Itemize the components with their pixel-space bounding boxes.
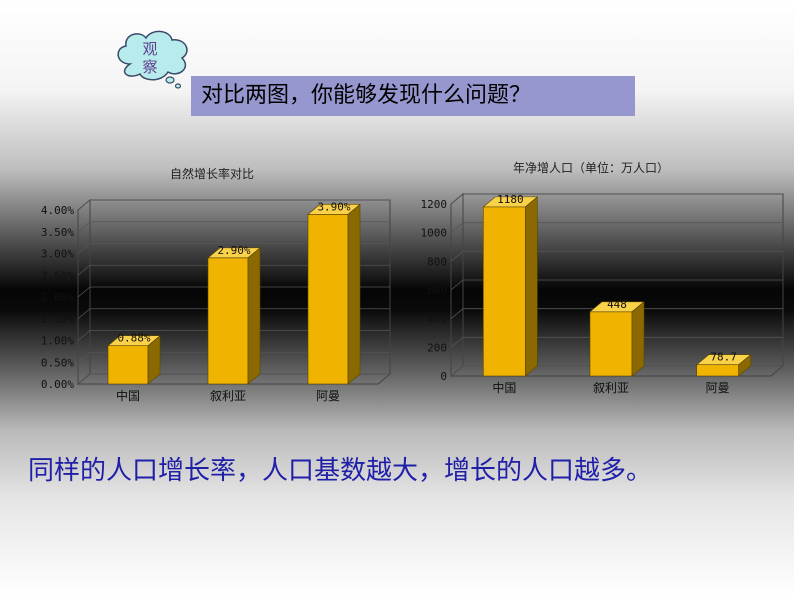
observe-label: 观 察 (128, 40, 172, 76)
gridline (77, 308, 390, 320)
y-tick-label: 600 (427, 284, 447, 297)
bar-side (247, 247, 261, 385)
question-banner: 对比两图，你能够发现什么问题？ (191, 76, 635, 116)
y-tick-label: 400 (427, 313, 447, 326)
gridline (450, 250, 783, 262)
gridline (77, 351, 390, 363)
gridline (77, 330, 390, 341)
bar-front (483, 206, 526, 377)
bar-side (631, 301, 645, 377)
x-category-label: 叙利亚 (593, 381, 629, 395)
gridline (450, 336, 783, 348)
bar-value-label: 2.90% (217, 244, 250, 257)
observe-char-2: 察 (142, 58, 158, 76)
bar-side (525, 196, 538, 377)
gridline (77, 373, 390, 385)
bar-value-label: 3.90% (317, 200, 350, 213)
gridline (450, 308, 783, 319)
bar-front (107, 345, 149, 385)
bar-value-label: 78.7 (710, 351, 737, 364)
gridline (77, 243, 390, 254)
gridline (450, 365, 783, 377)
y-tick-label: 800 (427, 255, 447, 268)
growth-rate-chart-svg: 0.00% 0.50% 1.00% 1.50% 2.00% 2.50% 3.00% 3.50%… (41, 166, 392, 403)
y-tick-label: 0.00% (41, 378, 74, 391)
thought-cloud-icon (117, 30, 188, 89)
y-tick-label: 3.00% (41, 248, 74, 261)
bar-side (738, 354, 751, 377)
x-category-label: 中国 (116, 388, 140, 403)
bar-front (207, 257, 249, 385)
conclusion-text: 同样的人口增长率，人口基数越大，增长的人口越多。 (28, 456, 653, 486)
x-category-label: 阿曼 (316, 389, 340, 403)
x-category-label: 中国 (492, 380, 516, 395)
y-tick-label: 0 (440, 370, 447, 383)
bar-front (307, 214, 349, 385)
gridline (450, 193, 783, 205)
gridline (450, 279, 783, 291)
net-increase-chart-svg: 0 200 400 600 800 1000 1200 年净增人口（单位：万人口） 1180 中国… (421, 160, 785, 395)
x-category-label: 阿曼 (706, 381, 730, 395)
bar-side (347, 203, 361, 385)
gridline (450, 222, 783, 233)
bar-side (147, 335, 161, 385)
gridline (77, 286, 390, 298)
net-increase-chart: 0 200 400 600 800 1000 1200 年净增人口（单位：万人口） 1180 中国… (405, 150, 794, 410)
bar-value-label: 1180 (497, 193, 524, 206)
y-tick-label: 1.50% (41, 313, 74, 326)
y-tick-label: 1.00% (41, 335, 74, 348)
y-tick-label: 1200 (421, 198, 448, 211)
growth-rate-chart: 0.00% 0.50% 1.00% 1.50% 2.00% 2.50% 3.00% 3.50%… (0, 150, 400, 410)
bar-front (696, 364, 739, 377)
gridline (77, 221, 390, 233)
y-tick-label: 4.00% (41, 204, 74, 217)
gridline (77, 264, 390, 276)
x-category-label: 叙利亚 (210, 389, 246, 403)
y-tick-label: 2.00% (41, 291, 74, 304)
y-tick-label: 1000 (421, 227, 448, 240)
bar-front (589, 311, 633, 377)
y-tick-label: 200 (427, 341, 447, 354)
gridline (77, 199, 390, 211)
chart-title: 自然增长率对比 (170, 166, 254, 181)
bar-value-label: 448 (607, 298, 627, 311)
y-tick-label: 0.50% (41, 356, 74, 369)
y-tick-label: 3.50% (41, 226, 74, 239)
y-tick-label: 2.50% (41, 269, 74, 282)
observe-char-1: 观 (142, 40, 158, 58)
bar-value-label: 0.88% (117, 332, 150, 345)
chart-title: 年净增人口（单位：万人口） (513, 160, 669, 175)
